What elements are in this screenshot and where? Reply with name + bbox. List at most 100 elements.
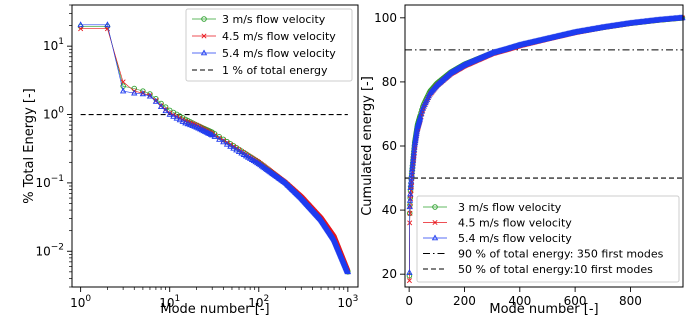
left-series-2-point [157,103,165,109]
right-series-2-point [418,107,426,114]
right-series-2-point [410,151,417,158]
legend-marker-0 [201,16,207,22]
left-series-1-point [120,79,126,85]
left-series-2-point [267,168,274,175]
right-x-tick-label: 800 [619,294,642,308]
left-series-2-point [170,112,177,119]
legend-entry-4: 50 % of total energy:10 first modes [458,263,653,276]
legend-entry-1: 4.5 m/s flow velocity [458,217,572,230]
legend-marker-0 [432,204,438,210]
left-series-2-point [233,146,240,153]
left-x-tick-label: 101 [159,294,180,310]
right-series-2-point [408,174,415,181]
left-x-tick-label-base: 10 [159,296,174,310]
left-series-2-point [266,167,273,174]
right-series-2-point [410,146,418,153]
left-x-tick-label-base: 10 [248,296,263,310]
right-series-2-point [407,190,414,197]
left-plot-marks [77,21,352,275]
left-series-2-point [104,21,111,28]
left-x-tick-label-exponent: 0 [85,294,91,304]
legend-entry-3: 90 % of total energy: 350 first modes [458,248,664,261]
left-x-tick-label-exponent: 3 [353,294,359,304]
left-y-tick-label: 101 [43,37,64,53]
left-series-2-point [209,131,216,138]
left-series-2-point [173,114,180,121]
right-plot-axes: 0 200 400 600 800 20 40 60 80 100 [374,11,642,308]
right-panel-cumulated-energy: 0 200 400 600 800 20 40 60 80 100 Mode number [-]… [360,4,686,317]
left-x-tick-label: 102 [248,294,269,310]
right-series-2-point [408,168,416,174]
right-series-2-point [417,110,425,117]
right-series-2-point [407,177,415,184]
left-series-2-point [162,107,169,114]
right-x-tick-label: 0 [405,294,413,308]
left-series-2-point [179,118,186,124]
right-series-2 [406,14,686,275]
legend-entry-2: 5.4 m/s flow velocity [458,232,572,245]
left-y-tick-label: 100 [43,106,64,122]
legend-marker-1 [201,33,207,39]
right-series-2-point [408,171,415,178]
right-series-2-point [409,165,416,172]
right-plot-marks [405,14,686,284]
left-series-2-point [211,133,218,139]
left-x-tick-label: 100 [70,294,91,310]
legend-entry-1: 4.5 m/s flow velocity [222,30,336,43]
right-series-2-point [411,143,418,150]
left-series-2-point [176,116,184,123]
left-y-tick-label-exponent: −1 [51,174,64,184]
legend-entry-0: 3 m/s flow velocity [458,201,562,214]
right-series-2-point [406,203,413,210]
right-y-tick-label: 20 [382,267,397,281]
right-series-2-point [410,154,417,161]
right-y-axis-label: Cumulated energy [-] [360,76,375,216]
left-y-tick-label: 10−1 [35,174,64,190]
right-series-2-point [407,184,414,190]
left-series-2-point [260,163,267,170]
right-series-2-point [409,162,416,169]
right-series-2-point [409,159,416,166]
left-series-2-point [152,97,160,104]
left-series-2-point [204,129,212,136]
left-y-tick-label-base: 10 [43,39,58,53]
left-x-tick-label: 103 [337,294,358,310]
right-series-2-point [407,180,414,187]
left-legend: 3 m/s flow velocity 4.5 m/s flow velocity… [185,8,353,82]
left-x-axis-label: Mode number [-] [160,302,269,317]
left-x-tick-label-exponent: 1 [174,294,180,304]
left-series-2-point [268,169,275,176]
right-series-1-point [407,210,413,216]
left-y-tick-label-exponent: 1 [58,37,64,47]
left-series-2-point [203,128,210,135]
right-series-1-point [406,278,412,284]
left-y-tick-label-base: 10 [43,108,58,122]
left-series-2-point [262,165,269,172]
left-series-2-point [223,140,231,147]
left-x-tick-label-base: 10 [70,296,85,310]
right-y-tick-label: 100 [374,11,397,25]
left-y-tick-label-base: 10 [35,176,50,190]
left-x-tick-label-exponent: 2 [264,294,270,304]
right-x-tick-label: 400 [508,294,531,308]
left-y-tick-label-exponent: 0 [58,106,64,116]
left-x-tick-label-base: 10 [337,296,352,310]
right-legend: 3 m/s flow velocity 4.5 m/s flow velocity… [416,195,680,283]
legend-marker-2 [200,49,208,56]
left-series-2-point [235,148,243,155]
left-plot-frame [71,4,359,288]
left-series-2-point [263,166,271,172]
left-y-tick-label: 10−2 [35,242,64,258]
left-series-2-point [207,130,215,137]
left-series-2-point [206,130,213,137]
right-x-tick-label: 600 [564,294,587,308]
legend-entry-0: 3 m/s flow velocity [222,13,326,26]
right-series-2-point [410,149,418,155]
left-series-2-point [261,164,268,171]
left-series-2-point [139,90,147,97]
left-series-2-point [230,144,237,151]
left-series-2-point [240,151,248,157]
left-series-2-point [344,268,352,275]
left-y-tick-label-exponent: −2 [51,242,64,252]
